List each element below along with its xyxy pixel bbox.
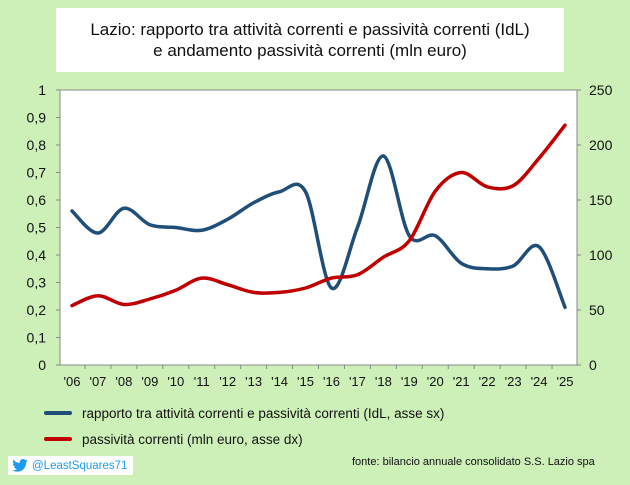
data-point-ratio	[564, 306, 566, 309]
source-note: fonte: bilancio annuale consolidato S.S.…	[352, 456, 595, 468]
data-point-liabilities	[460, 171, 463, 174]
legend-item-liabilities: passività correnti (mln euro, asse dx)	[44, 426, 444, 452]
y-left-tick-label: 1	[38, 82, 46, 98]
legend-label-ratio: rapporto tra attività correnti e passivi…	[82, 405, 445, 421]
data-point-ratio	[486, 267, 488, 270]
data-point-ratio	[330, 287, 333, 289]
y-right-tick-label: 100	[589, 247, 613, 263]
y-left-tick-label: 0,8	[27, 137, 47, 153]
y-right-tick-label: 50	[589, 302, 605, 318]
data-point-liabilities	[434, 190, 437, 192]
data-point-ratio	[512, 265, 514, 267]
data-point-liabilities	[226, 283, 229, 286]
y-left-tick-label: 0,3	[27, 275, 47, 291]
data-point-ratio	[123, 207, 125, 210]
x-tick-label: '16	[323, 374, 340, 389]
line-chart: 0 0,1 0,2 0,3 0,4 0,5 0,6 0,7 0,8 0,9 1 0 50 100 150 20…	[27, 82, 613, 389]
data-point-liabilities	[330, 277, 333, 279]
data-point-liabilities	[382, 256, 385, 259]
y-left-tick-label: 0,6	[27, 192, 47, 208]
data-point-liabilities	[278, 291, 281, 294]
series-line-ratio	[70, 154, 567, 309]
data-point-ratio	[538, 245, 540, 248]
x-tick-label: '22	[479, 374, 496, 389]
data-point-ratio	[278, 190, 281, 193]
x-tick-label: '20	[427, 374, 444, 389]
x-tick-label: '07	[89, 374, 106, 389]
x-tick-label: '09	[141, 374, 158, 389]
x-tick-label: '14	[271, 374, 288, 389]
y-left-tick-label: 0,4	[27, 247, 47, 263]
x-tick-label: '25	[557, 374, 574, 389]
x-tick-label: '15	[297, 374, 314, 389]
x-tick-label: '19	[401, 374, 418, 389]
x-tick-label: '10	[167, 374, 184, 389]
data-point-liabilities	[200, 277, 203, 279]
data-point-liabilities	[123, 303, 125, 306]
data-point-liabilities	[252, 291, 255, 294]
x-tick-label: '18	[375, 374, 392, 389]
y-left-tick-label: 0,2	[27, 302, 47, 318]
data-point-ratio	[97, 232, 99, 234]
data-point-ratio	[149, 223, 151, 226]
data-point-liabilities	[149, 298, 151, 300]
data-point-liabilities	[97, 294, 99, 297]
series-line-liabilities	[70, 123, 567, 308]
twitter-handle: @LeastSquares71	[8, 456, 134, 475]
data-point-liabilities	[564, 124, 566, 126]
data-point-liabilities	[408, 239, 411, 242]
chart-title-line2: e andamento passività correnti (mln euro…	[153, 41, 467, 60]
legend-swatch-ratio	[44, 411, 72, 415]
data-point-liabilities	[486, 186, 488, 188]
data-point-liabilities	[304, 287, 307, 289]
data-point-liabilities	[538, 157, 540, 159]
x-tick-label: '13	[245, 374, 262, 389]
x-tick-label: '21	[453, 374, 470, 389]
y-right-tick-label: 200	[589, 137, 613, 153]
chart-title-line1: Lazio: rapporto tra attività correnti e …	[90, 20, 530, 39]
data-point-ratio	[408, 234, 411, 237]
data-point-ratio	[304, 190, 307, 193]
twitter-bird-icon	[12, 459, 28, 472]
x-tick-label: '23	[505, 374, 522, 389]
x-tick-label: '08	[115, 374, 132, 389]
x-tick-label: '06	[64, 374, 81, 389]
data-point-ratio	[382, 155, 385, 157]
legend-item-ratio: rapporto tra attività correnti e passivi…	[44, 400, 444, 426]
y-right-tick-label: 250	[589, 82, 613, 98]
x-tick-label: '17	[349, 374, 366, 389]
data-point-liabilities	[356, 274, 359, 276]
legend: rapporto tra attività correnti e passivi…	[44, 400, 444, 452]
legend-label-liabilities: passività correnti (mln euro, asse dx)	[82, 431, 303, 447]
data-point-liabilities	[71, 304, 73, 307]
y-left-tick-label: 0,7	[27, 165, 47, 181]
data-point-ratio	[434, 234, 437, 237]
twitter-handle-text: @LeastSquares71	[32, 459, 128, 472]
data-point-ratio	[460, 262, 463, 265]
data-point-liabilities	[512, 184, 514, 187]
x-tick-label: '12	[219, 374, 236, 389]
data-point-ratio	[226, 218, 229, 221]
y-left-tick-label: 0,1	[27, 330, 47, 346]
legend-swatch-liabilities	[44, 437, 72, 441]
chart-title: Lazio: rapporto tra attività correnti e …	[56, 8, 564, 72]
data-point-ratio	[252, 201, 255, 204]
x-tick-label: '24	[531, 374, 548, 389]
y-left-tick-label: 0	[38, 357, 46, 373]
y-left-tick-label: 0,5	[27, 220, 47, 236]
data-point-ratio	[174, 226, 177, 229]
x-tick-label: '11	[194, 374, 210, 389]
y-left-tick-label: 0,9	[27, 110, 47, 126]
y-right-tick-label: 150	[589, 192, 613, 208]
data-point-liabilities	[174, 289, 177, 292]
data-point-ratio	[356, 226, 359, 229]
plot-area	[59, 89, 578, 366]
y-right-tick-label: 0	[589, 357, 597, 373]
data-point-ratio	[200, 229, 203, 232]
data-point-ratio	[71, 210, 73, 212]
